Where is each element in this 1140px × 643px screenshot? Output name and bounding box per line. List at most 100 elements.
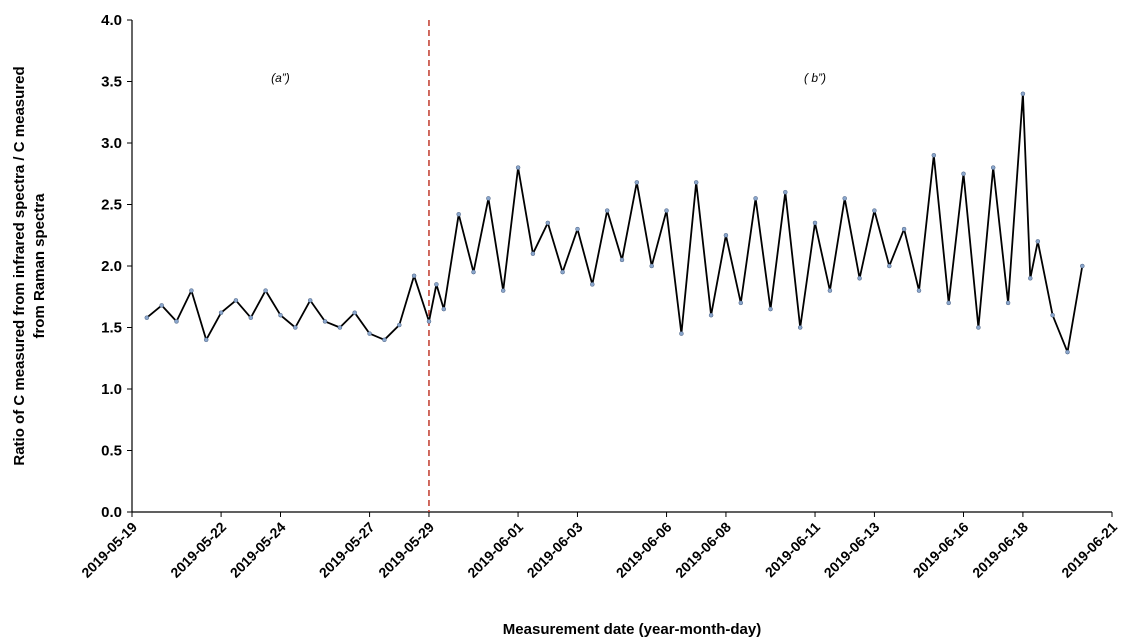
- data-point: [946, 300, 951, 306]
- data-point: [604, 208, 610, 213]
- data-point: [753, 196, 758, 201]
- x-tick-label: 2019-06-06: [613, 519, 675, 581]
- y-tick-label: 3.5: [101, 74, 122, 91]
- data-point: [976, 325, 981, 330]
- data-point: [634, 180, 640, 185]
- data-point: [931, 153, 937, 158]
- data-point: [397, 322, 402, 328]
- data-point: [203, 337, 209, 343]
- data-point: [456, 212, 461, 217]
- data-point: [783, 189, 788, 195]
- x-tick-label: 2019-06-13: [821, 519, 883, 581]
- y-tick-label: 2.0: [101, 258, 122, 275]
- data-point: [560, 269, 565, 275]
- data-point: [248, 315, 254, 320]
- data-point: [664, 208, 669, 213]
- series-layer: [146, 92, 1084, 354]
- y-tick-label: 3.0: [101, 135, 122, 152]
- data-point: [1035, 239, 1041, 244]
- data-point: [901, 226, 907, 232]
- x-tick-label: 2019-06-21: [1058, 519, 1120, 581]
- data-point: [708, 312, 714, 318]
- data-point: [189, 288, 194, 293]
- data-point: [293, 325, 298, 330]
- data-point: [263, 288, 268, 293]
- x-tick-label: 2019-06-03: [524, 519, 586, 581]
- data-point: [352, 310, 357, 315]
- data-point: [590, 282, 595, 287]
- data-point: [887, 263, 892, 269]
- x-tick-label: 2019-05-19: [78, 519, 140, 581]
- data-point: [961, 171, 966, 177]
- data-point: [693, 180, 699, 185]
- y-axis-title: Ratio of C measured from infrared spectr…: [11, 66, 48, 465]
- x-tick-label: 2019-05-27: [316, 519, 378, 581]
- data-point: [723, 233, 729, 238]
- data-point: [1005, 300, 1011, 306]
- data-point: [174, 319, 179, 324]
- data-point: [619, 257, 625, 263]
- data-series-line: [146, 92, 1084, 354]
- data-point: [500, 288, 506, 293]
- data-point: [827, 288, 833, 293]
- data-point: [857, 276, 862, 281]
- region-label-b: ( b”): [804, 71, 826, 85]
- y-axis-title-line-2: from Raman spectra: [31, 193, 48, 339]
- data-point: [916, 288, 922, 293]
- x-tick-label: 2019-05-24: [227, 519, 289, 581]
- data-point: [1020, 91, 1026, 97]
- y-tick-label: 4.0: [101, 12, 122, 29]
- data-point: [367, 331, 372, 336]
- axes-layer: [127, 19, 1113, 517]
- x-tick-label: 2019-06-08: [672, 519, 734, 581]
- y-tick-label: 1.5: [101, 320, 122, 337]
- data-point: [434, 282, 439, 287]
- data-point: [872, 208, 877, 213]
- data-point: [797, 325, 803, 330]
- data-point: [144, 315, 150, 320]
- data-point: [218, 310, 224, 315]
- data-point: [515, 165, 521, 170]
- data-point: [411, 273, 417, 279]
- data-point: [426, 319, 432, 324]
- marker-layer: [144, 91, 1085, 355]
- data-point: [307, 298, 313, 303]
- y-tick-label: 1.0: [101, 381, 122, 398]
- data-point: [649, 263, 654, 269]
- x-tick-label: 2019-06-18: [969, 519, 1031, 581]
- y-tick-label: 2.5: [101, 197, 122, 214]
- data-point: [842, 196, 847, 201]
- x-tick-label: 2019-06-11: [762, 519, 824, 581]
- x-tick-label: 2019-05-29: [375, 519, 437, 581]
- region-label-a: (a”): [271, 71, 290, 85]
- x-tick-label: 2019-05-22: [167, 519, 229, 581]
- data-point: [1028, 276, 1033, 281]
- data-point: [738, 300, 744, 306]
- data-point: [382, 337, 387, 343]
- data-point: [768, 306, 773, 312]
- data-point: [1050, 312, 1055, 318]
- data-point: [1080, 263, 1085, 269]
- data-point: [575, 226, 580, 232]
- data-point: [159, 303, 164, 308]
- data-point: [812, 220, 818, 226]
- data-point: [679, 331, 684, 336]
- y-tick-label: 0.5: [101, 443, 122, 460]
- data-point: [486, 196, 491, 201]
- x-tick-label: 2019-06-01: [464, 519, 526, 581]
- data-point: [471, 269, 476, 275]
- data-point: [990, 165, 996, 170]
- data-point: [545, 220, 551, 226]
- x-tick-label: 2019-06-16: [910, 519, 972, 581]
- y-tick-label: 0.0: [101, 504, 122, 521]
- data-point: [278, 312, 283, 318]
- y-axis-title-line-1: Ratio of C measured from infrared spectr…: [11, 66, 28, 465]
- data-point: [233, 298, 239, 303]
- data-point: [441, 306, 447, 312]
- x-axis-title: Measurement date (year-month-day): [503, 621, 761, 638]
- data-point: [337, 325, 343, 330]
- data-point: [1065, 349, 1070, 355]
- data-point: [322, 319, 328, 324]
